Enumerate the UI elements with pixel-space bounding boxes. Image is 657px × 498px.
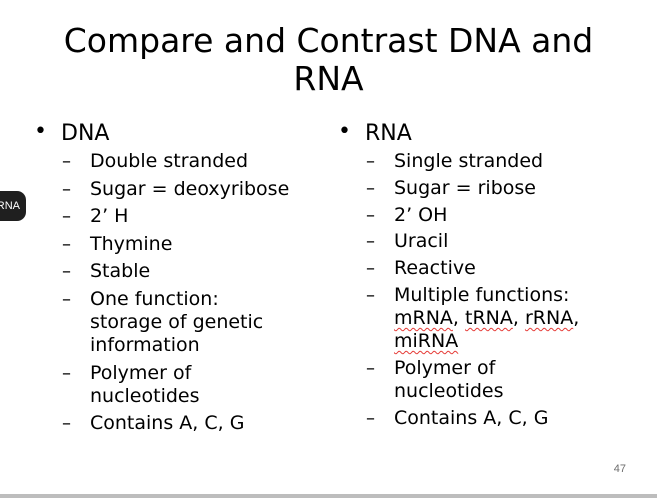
spellcheck-term: tRNA (465, 306, 513, 329)
dash-icon: – (62, 261, 71, 283)
list-item: – 2’ H (62, 205, 129, 228)
dash-icon: – (62, 206, 71, 228)
rna-heading: RNA (365, 121, 412, 146)
spellcheck-term: mRNA (394, 306, 453, 329)
list-item: – Reactive (366, 257, 476, 280)
dash-icon: – (62, 288, 71, 310)
list-item: – 2’ OH (366, 203, 448, 226)
spellcheck-term: miRNA (394, 329, 459, 352)
list-item: – Contains A, C, G (62, 412, 245, 435)
rna-bullet: • RNA (338, 118, 628, 150)
list-item: – Stable (62, 260, 151, 283)
list-item: – Double stranded (62, 150, 249, 172)
dna-bullet: • DNA (34, 118, 324, 150)
list-item: – Sugar = ribose (366, 176, 536, 199)
dash-icon: – (366, 357, 375, 379)
list-item: – Polymer of nucleotides (62, 361, 200, 407)
list-item: – Sugar = deoxyribose (62, 177, 290, 200)
list-item: – One function: storage of genetic infor… (62, 287, 264, 356)
dna-property-list: – Double stranded – Sugar = deoxyribose … (62, 150, 324, 435)
multiple-functions-text: Multiple functions: mRNA, tRNA, rRNA, mi… (394, 283, 580, 352)
dash-icon: – (366, 258, 375, 280)
spellcheck-term: rRNA (524, 306, 574, 329)
dash-icon: – (62, 233, 71, 255)
rna-column: • RNA – Single stranded – Sugar = ribose… (338, 118, 628, 433)
slide-title: Compare and Contrast DNA and RNA (63, 21, 594, 98)
bullet-dot-icon: • (34, 119, 47, 144)
page-number: 47 (613, 463, 626, 475)
dash-icon: – (366, 231, 375, 253)
dash-icon: – (62, 178, 71, 200)
dash-icon: – (62, 362, 71, 384)
dash-icon: – (366, 151, 375, 172)
list-item: – Multiple functions: mRNA, tRNA, rRNA, … (366, 284, 628, 353)
dna-column: • DNA – Double stranded – Sugar = deoxyr… (34, 118, 324, 440)
dna-heading: DNA (61, 121, 110, 146)
slide-bottom-border (0, 494, 657, 498)
dash-icon: – (62, 151, 71, 172)
dash-icon: – (366, 204, 375, 226)
dash-icon: – (62, 413, 71, 435)
list-item: – Single stranded (366, 150, 544, 172)
list-item: – Contains A, C, G (366, 406, 549, 429)
list-item: – Thymine (62, 232, 173, 255)
dash-icon: – (366, 407, 375, 429)
rna-property-list: – Single stranded – Sugar = ribose – 2’ … (366, 150, 628, 430)
list-item: – Polymer of nucleotides (366, 356, 504, 402)
dash-icon: – (366, 177, 375, 199)
list-item: – Uracil (366, 230, 449, 253)
rna-edge-tab[interactable]: RNA (0, 191, 26, 221)
bullet-dot-icon: • (338, 119, 351, 144)
dash-icon: – (366, 284, 375, 306)
